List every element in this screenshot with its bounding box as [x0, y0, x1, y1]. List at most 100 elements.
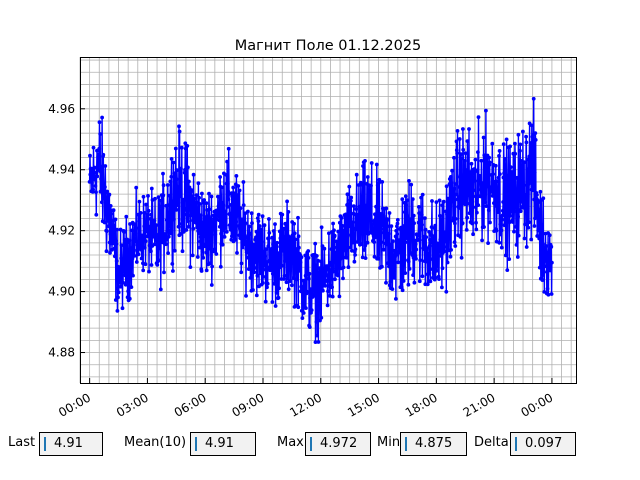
data-point: [152, 218, 157, 223]
data-point: [149, 263, 154, 267]
data-point: [539, 222, 544, 227]
data-point: [343, 229, 347, 233]
data-point: [313, 263, 318, 268]
data-point: [105, 189, 110, 194]
data-point: [179, 166, 183, 171]
data-point: [261, 267, 266, 272]
data-point: [170, 199, 175, 204]
data-point: [403, 271, 408, 275]
data-point: [225, 159, 230, 164]
data-point: [114, 242, 119, 246]
data-point: [223, 220, 228, 225]
data-point: [514, 225, 518, 229]
data-point: [276, 251, 281, 256]
mean-label: Mean(10): [124, 435, 187, 450]
data-point: [461, 147, 466, 152]
data-point: [515, 255, 520, 259]
data-point: [346, 233, 350, 237]
data-point: [406, 259, 411, 264]
data-point: [363, 243, 368, 248]
data-point: [504, 211, 508, 216]
data-point: [258, 245, 262, 250]
data-point: [186, 224, 191, 229]
text-cursor: [405, 437, 407, 451]
data-point: [523, 222, 527, 227]
data-point: [233, 237, 238, 242]
data-point: [404, 227, 409, 231]
data-point: [409, 182, 414, 187]
data-point: [319, 259, 323, 264]
data-point: [177, 129, 182, 134]
data-point: [361, 222, 366, 226]
data-point: [528, 159, 532, 164]
data-point: [301, 311, 306, 315]
data-point: [512, 209, 517, 214]
data-point: [441, 199, 446, 204]
data-point: [306, 276, 311, 281]
data-point: [479, 158, 484, 163]
data-point: [443, 239, 448, 244]
data-point: [475, 168, 480, 173]
delta-value-box: 0.097: [510, 432, 576, 456]
data-point: [452, 186, 457, 191]
data-point: [245, 239, 250, 244]
data-point: [389, 224, 394, 229]
data-point: [149, 186, 154, 191]
data-point: [332, 233, 337, 238]
data-point: [490, 141, 495, 146]
data-point: [322, 246, 327, 251]
data-point: [438, 237, 443, 242]
data-point: [218, 175, 223, 179]
data-point: [349, 198, 353, 203]
data-point: [525, 167, 530, 172]
data-point: [99, 176, 103, 181]
data-point: [120, 306, 125, 311]
data-point: [443, 230, 447, 235]
data-point: [311, 256, 316, 261]
data-point: [410, 197, 415, 202]
data-point: [296, 215, 300, 220]
data-point: [187, 179, 191, 184]
data-point: [372, 240, 377, 245]
data-point: [350, 248, 354, 253]
data-point: [280, 263, 284, 268]
data-point: [502, 223, 507, 228]
data-point: [299, 255, 304, 260]
data-point: [372, 254, 377, 259]
data-point: [222, 235, 227, 239]
data-point: [197, 231, 202, 236]
data-point: [453, 244, 458, 248]
data-point: [470, 221, 475, 226]
data-point: [200, 191, 204, 196]
data-point: [257, 224, 262, 228]
data-point: [321, 275, 326, 279]
data-point: [485, 178, 490, 183]
x-tick-label: 06:00: [172, 390, 209, 419]
data-point: [272, 258, 277, 263]
data-point: [216, 214, 221, 219]
data-point: [448, 254, 453, 259]
data-point: [277, 229, 282, 234]
data-point: [374, 204, 378, 209]
data-point: [147, 269, 151, 274]
data-point: [230, 234, 235, 238]
data-point: [233, 229, 238, 234]
data-point: [400, 288, 405, 293]
data-point: [382, 230, 386, 235]
data-point: [290, 283, 294, 288]
data-point: [209, 194, 214, 199]
data-point: [421, 237, 426, 242]
data-point: [440, 266, 445, 271]
max-value: 4.972: [320, 436, 358, 451]
data-point: [285, 199, 289, 204]
data-point: [395, 221, 400, 226]
data-point: [420, 192, 425, 197]
data-point: [302, 286, 307, 291]
last-value: 4.91: [54, 436, 83, 451]
last-value-box: 4.91: [39, 432, 103, 456]
data-point: [201, 255, 206, 260]
data-point: [531, 96, 536, 101]
data-point: [112, 246, 117, 251]
data-point: [248, 276, 253, 280]
data-point: [273, 222, 277, 227]
